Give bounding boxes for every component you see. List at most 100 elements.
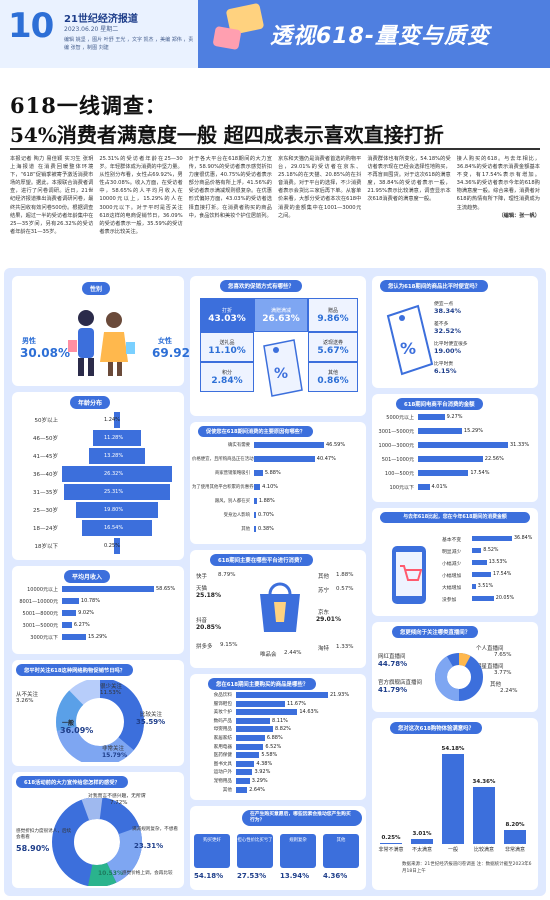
compare-bar: [472, 596, 494, 601]
feeling-value: 58.90%: [16, 844, 50, 853]
compare-label: 小幅增加: [442, 574, 462, 579]
bar: [254, 526, 256, 532]
fake-value: 19.00%: [434, 347, 462, 355]
discount-value: 9.86%: [317, 313, 349, 324]
bar-label: 3001—5000元: [22, 623, 58, 629]
compare-chart: 基本不变 36.84% 明显减少 8.52% 小幅减少 13.53% 小幅增加 17.54% 大…: [442, 536, 536, 612]
bar: [236, 769, 253, 776]
attention-value: 3.26%: [16, 698, 34, 704]
bar: [254, 442, 324, 448]
bar-value: 10.78%: [80, 598, 100, 604]
age-value: 25.31%: [104, 489, 124, 495]
sat-value: 0.25%: [381, 835, 401, 841]
bar-value: 9.27%: [446, 414, 463, 420]
compare-bar: [472, 536, 512, 541]
sat-label: 比较满意: [473, 847, 494, 853]
bar-value: 0.38%: [258, 526, 274, 532]
bar: [254, 470, 263, 476]
bar-label: 8001—10000元: [19, 599, 58, 605]
discount-label: 其他: [327, 369, 338, 376]
fake-label: 比平时便宜很多: [434, 342, 468, 347]
change-label: 担心性价比买亏了: [237, 838, 273, 843]
discount-cell: 打折 43.03%: [200, 298, 254, 332]
age-value: 11.28%: [104, 435, 124, 441]
bar-value: 6.27%: [73, 622, 90, 628]
platform-panel: 618期间主要在哪些平台进行消费？ 京东 29.01% 天猫 25.18% 抖音…: [190, 550, 366, 668]
age-label: 31—35岁: [33, 490, 58, 496]
discount-title: 您喜欢的促销方式有哪些？: [220, 280, 303, 292]
discount-value: 5.67%: [317, 345, 349, 356]
svg-text:%: %: [400, 339, 416, 358]
change-label: 规则复杂: [289, 838, 307, 843]
platform-value: 2.44%: [284, 650, 302, 656]
compare-label: 大幅增加: [442, 586, 462, 591]
discount-label: 满赠满减: [270, 307, 291, 314]
bar-label: 服饰鞋包: [213, 701, 232, 707]
bar: [418, 442, 508, 448]
bar: [236, 717, 271, 724]
editor-credit: （编辑：张一帆）: [498, 212, 540, 219]
bar: [62, 586, 154, 592]
change-value: 13.94%: [280, 872, 310, 880]
discount-panel: 您喜欢的促销方式有哪些？ 打折 43.03% 满赠满减 26.63% 赠品 9.…: [190, 276, 366, 416]
bar-label: 运动户外: [213, 770, 232, 776]
channel-label: 官方旗舰店直播间: [378, 680, 423, 686]
bar-label: 其他: [222, 787, 232, 793]
bar: [254, 484, 261, 490]
bar-value: 11.67%: [286, 700, 307, 707]
bar-value: 0.70%: [258, 512, 274, 518]
newspaper-name: 21世纪经济报道: [64, 14, 138, 25]
bar-value: 8.11%: [272, 717, 288, 724]
feeling-label: 感觉价格上调，会再比较: [122, 871, 173, 876]
discount-label: 送礼品: [219, 339, 235, 346]
age-label: 25—30岁: [33, 508, 58, 514]
platform-label: 唯品会: [260, 652, 277, 658]
price-tag-icon: %: [386, 304, 434, 376]
bar-value: 15.29%: [87, 634, 108, 640]
bar: [236, 709, 298, 716]
bar: [254, 512, 256, 518]
fake-label: 比平时贵: [434, 362, 454, 367]
bar-label: 跟风，别人都在买: [214, 499, 250, 504]
article-column: 京东和天猫仍是消费者首选的购物平台，29.01%的受访者在京东、25.18%的在…: [277, 156, 362, 219]
bar-value: 6.88%: [266, 735, 283, 741]
reasons-panel: 促使您在618期间消费的主要原因有哪些？ 确实有需要 46.59% 价格便宜，且所购…: [190, 422, 366, 544]
live-stream-donut: [435, 653, 483, 701]
bar-label: 商家营销策略吸引: [214, 471, 250, 476]
bar-value: 46.59%: [326, 442, 346, 448]
platform-title: 618期间主要在哪些平台进行消费？: [210, 554, 313, 566]
compare-value: 20.05%: [495, 596, 515, 601]
feeling-title: 618活动前的大力宣传给您怎样的感受？: [16, 776, 128, 788]
feature-title: 透视618-量变与质变: [270, 24, 491, 49]
masthead: 10 21世纪经济报道 2023.06.20 星期二 编辑 姚坚 ，图片 叶舒 …: [0, 0, 550, 68]
bar: [236, 692, 328, 698]
platform-label: 其他: [318, 574, 330, 580]
platform-label: 苏宁: [318, 588, 330, 594]
bar: [62, 598, 79, 604]
compare-label: 基本不变: [442, 538, 462, 543]
discount-cell: 送礼品 11.10%: [200, 332, 254, 362]
platform-value: 8.79%: [218, 572, 236, 578]
attention-label: 一般: [62, 720, 75, 727]
change-title: 在产生购买意愿后，哪些因素会推动您产生购买行为？: [242, 810, 362, 826]
age-value: 13.28%: [104, 453, 124, 459]
attention-label: 从不关注: [16, 692, 39, 698]
shoppers-illustration: [68, 310, 135, 376]
divider: [10, 148, 540, 150]
platform-label: 京东: [318, 610, 330, 616]
platform-value: 25.18%: [196, 592, 221, 599]
channel-value: 44.78%: [378, 660, 408, 668]
sat-label: 一般: [447, 847, 458, 853]
platform-value: 29.01%: [316, 616, 341, 623]
shopping-bag-icon: [260, 582, 300, 632]
age-value: 26.32%: [104, 471, 124, 477]
bar: [254, 456, 315, 462]
platform-label: 快手: [196, 574, 208, 580]
discount-label: 积分: [221, 369, 232, 376]
compare-bar: [472, 548, 482, 553]
bar: [236, 726, 273, 733]
channel-panel: 您更倾向于关注哪类直播间？ 个人直播间 7.65% 明星直播间 3.77% 网红…: [372, 622, 538, 712]
price-tag-icon: %: [263, 339, 303, 397]
age-label: 18—24岁: [33, 526, 58, 532]
bar-label: 1000—3000元: [378, 443, 414, 449]
